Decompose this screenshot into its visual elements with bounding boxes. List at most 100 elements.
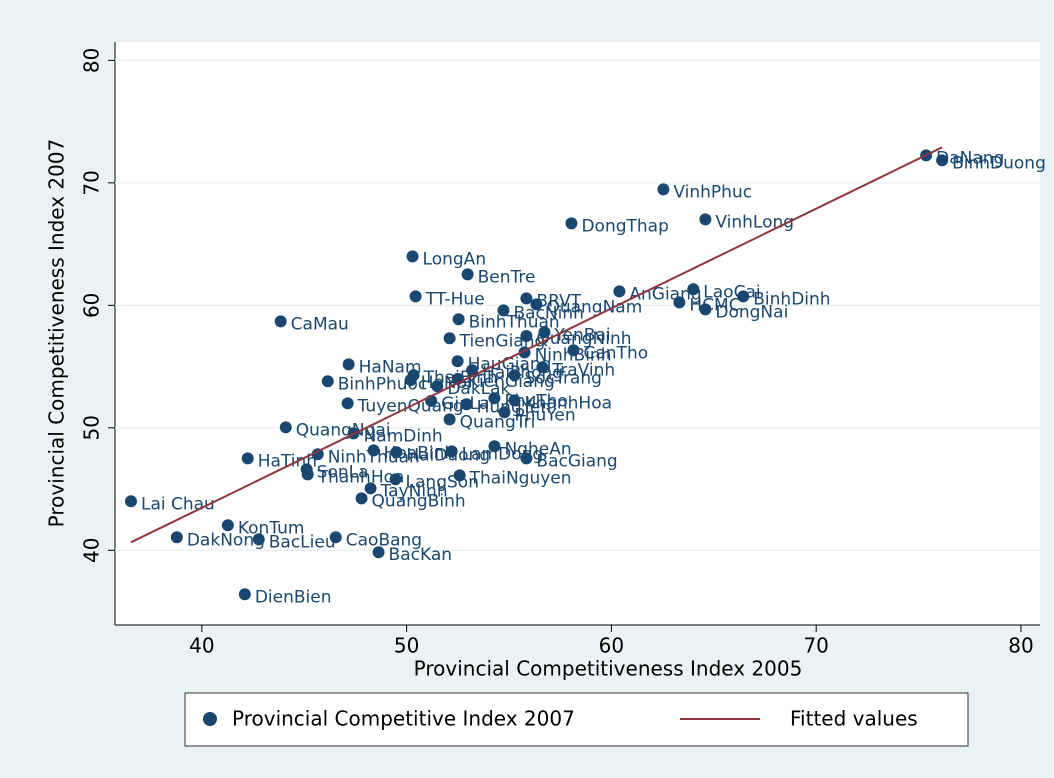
fitted-line: [130, 146, 943, 544]
point-label: PhuTho: [504, 391, 567, 411]
point-label: KhanhHoa: [525, 393, 613, 413]
x-tick-label: 40: [189, 634, 214, 658]
point: [443, 413, 456, 426]
point-label: VinhLong: [715, 212, 794, 232]
point-label: Lai Chau: [141, 494, 215, 514]
point: [431, 380, 444, 393]
point-label: DakNong: [187, 530, 265, 550]
point: [443, 332, 456, 345]
point-label: BinhThuan: [469, 312, 560, 332]
point: [170, 531, 183, 544]
point: [673, 296, 686, 309]
point: [520, 292, 533, 305]
point: [466, 364, 479, 377]
point-label: ThaiNguyen: [469, 468, 572, 488]
point: [390, 446, 403, 459]
point: [536, 361, 549, 374]
point-label: HaiPhong: [482, 363, 563, 383]
y-axis-title: Provincial Competitiveness Index 2007: [45, 139, 69, 528]
point: [389, 473, 402, 486]
y-tick-label: 50: [80, 415, 104, 440]
point-label: TienGiang: [459, 331, 546, 351]
point: [520, 329, 533, 342]
x-tick-label: 60: [599, 634, 624, 658]
point-label: BenTre: [478, 267, 536, 287]
point-label: HaNam: [359, 357, 422, 377]
point: [508, 369, 521, 382]
point-label: SonLa: [317, 462, 369, 482]
point: [372, 546, 385, 559]
y-tick-label: 40: [80, 538, 104, 563]
point-label: BacLieu: [269, 532, 336, 552]
point: [321, 375, 334, 388]
point: [453, 469, 466, 482]
y-tick-label: 70: [80, 170, 104, 195]
point: [530, 298, 543, 311]
point: [367, 444, 380, 457]
point-label: LongAn: [423, 249, 487, 269]
point: [737, 290, 750, 303]
point-label: CanTho: [584, 343, 649, 363]
legend-label: Provincial Competitive Index 2007: [232, 707, 575, 731]
point: [451, 355, 464, 368]
point-label: DienBien: [255, 587, 332, 607]
point-label: BacNinh: [513, 303, 583, 323]
point-label: NinhThuan: [328, 447, 420, 467]
point: [406, 250, 419, 263]
x-tick-label: 50: [394, 634, 419, 658]
y-tick-label: 60: [80, 293, 104, 318]
point: [498, 406, 511, 419]
point: [699, 303, 712, 316]
point: [460, 398, 473, 411]
point-label: ThanhHoa: [317, 467, 405, 487]
point-label: PhuYen: [514, 405, 575, 425]
point: [936, 154, 949, 167]
point-label: QuangBinh: [372, 491, 466, 511]
point: [497, 304, 510, 317]
point: [329, 531, 342, 544]
point: [488, 392, 501, 405]
point-label: TayNinh: [380, 481, 448, 501]
point: [241, 452, 254, 465]
point-label: CaoBang: [346, 530, 422, 550]
point: [409, 290, 422, 303]
point: [364, 482, 377, 495]
point: [699, 213, 712, 226]
point-label: BinhDuong: [952, 153, 1046, 173]
point-label: BacGiang: [536, 451, 617, 471]
point-label: BinhDinh: [753, 289, 830, 309]
point-label: QuangNam: [546, 297, 642, 317]
point-label: HungYen: [477, 397, 551, 417]
point-label: TraVinh: [551, 360, 615, 380]
point: [687, 283, 700, 296]
point-label: TT-Hue: [425, 289, 485, 309]
point: [520, 452, 533, 465]
point: [565, 217, 578, 230]
point-label: YenBai: [553, 325, 610, 345]
point: [452, 313, 465, 326]
point-label: CaMau: [291, 314, 349, 334]
point: [221, 519, 234, 532]
point-label: DaNang: [936, 148, 1004, 168]
x-tick-label: 70: [803, 634, 828, 658]
legend-label: Fitted values: [790, 707, 918, 731]
point: [274, 315, 287, 328]
point-label: NinhBinh: [535, 345, 612, 365]
point: [238, 588, 251, 601]
y-tick-label: 80: [80, 48, 104, 73]
point-label: KonTum: [238, 518, 305, 538]
point: [124, 495, 137, 508]
point-label: DongNai: [715, 302, 788, 322]
point: [301, 468, 314, 481]
plot-area: [115, 42, 1040, 625]
point-label: HoaBinh: [384, 443, 456, 463]
point: [613, 285, 626, 298]
point-label: QuangNgai: [296, 420, 391, 440]
legend-marker: [203, 712, 217, 726]
point: [404, 374, 417, 387]
point: [355, 492, 368, 505]
point-label: BRVT: [536, 291, 581, 311]
point: [567, 344, 580, 357]
